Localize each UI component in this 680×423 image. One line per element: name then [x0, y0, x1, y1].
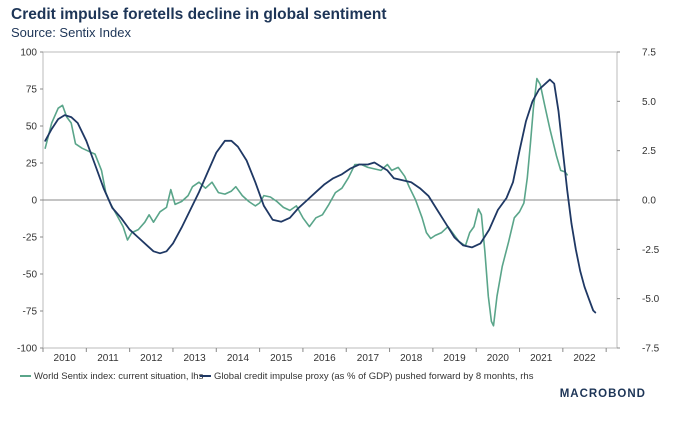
x-tick-label: 2014 — [227, 353, 250, 364]
y-left-tick-label: 100 — [20, 48, 37, 59]
x-tick-label: 2017 — [357, 353, 380, 364]
y-right-tick-label: 0.0 — [642, 196, 656, 207]
y-axis-right: 7.5 5.0 2.5 0.0 -2.5 -5.0 -7.5 — [617, 48, 660, 355]
x-tick-label: 2016 — [313, 353, 336, 364]
x-tick-label: 2021 — [530, 353, 553, 364]
y-left-tick-label: 75 — [26, 85, 38, 96]
y-left-tick-label: -50 — [23, 270, 38, 281]
y-right-tick-label: -2.5 — [642, 245, 660, 256]
legend: World Sentix index: current situation, l… — [20, 371, 534, 382]
x-tick-label: 2015 — [270, 353, 293, 364]
x-tick-label: 2012 — [140, 353, 163, 364]
x-tick-label: 2020 — [487, 353, 510, 364]
y-left-tick-label: 25 — [26, 159, 38, 170]
y-left-tick-label: 0 — [31, 196, 37, 207]
y-axis-left: 100 75 50 25 0 -25 -50 -75 -100 — [17, 48, 43, 355]
y-right-tick-label: 2.5 — [642, 146, 656, 157]
x-tick-label: 2022 — [573, 353, 596, 364]
y-right-tick-label: 5.0 — [642, 97, 656, 108]
chart-title: Credit impulse foretells decline in glob… — [11, 6, 387, 23]
chart-subtitle: Source: Sentix Index — [11, 25, 131, 40]
y-left-tick-label: -25 — [23, 233, 38, 244]
x-tick-label: 2013 — [183, 353, 206, 364]
series-layer — [44, 77, 597, 327]
y-left-tick-label: -100 — [17, 344, 37, 355]
y-left-tick-label: -75 — [23, 307, 38, 318]
legend-label-sentix: World Sentix index: current situation, l… — [34, 371, 204, 382]
x-tick-label: 2018 — [400, 353, 423, 364]
y-right-tick-label: -7.5 — [642, 344, 660, 355]
legend-label-credit: Global credit impulse proxy (as % of GDP… — [214, 371, 534, 382]
x-tick-label: 2019 — [443, 353, 466, 364]
x-tick-label: 2011 — [97, 353, 119, 364]
y-left-tick-label: 50 — [26, 122, 38, 133]
y-right-tick-label: -5.0 — [642, 294, 660, 305]
macrobond-logo: MACROBOND — [559, 388, 646, 400]
y-right-tick-label: 7.5 — [642, 48, 656, 59]
x-axis: 2010 2011 2012 2013 2014 2015 2016 2017 2018 2019… — [42, 348, 607, 364]
x-tick-label: 2010 — [54, 353, 77, 364]
series-line-credit-impulse — [44, 78, 597, 314]
